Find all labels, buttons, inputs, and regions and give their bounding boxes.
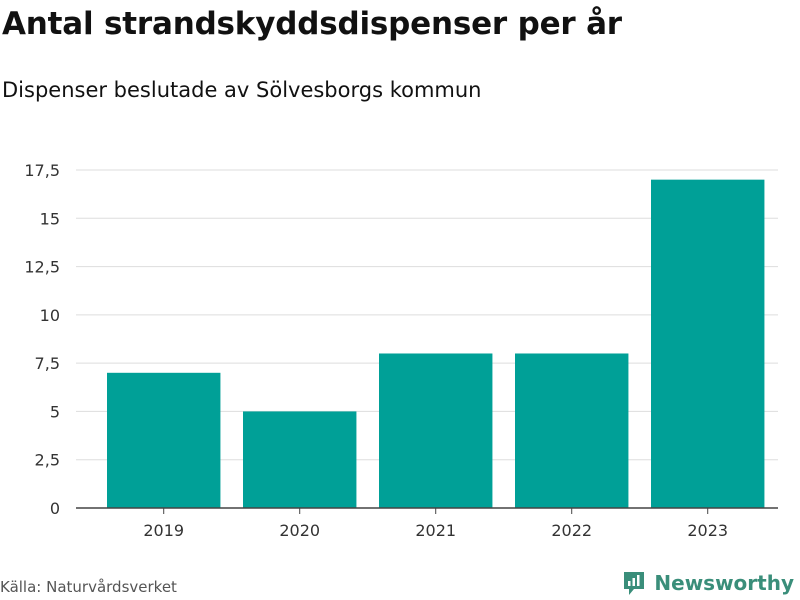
- y-tick-label: 12,5: [24, 258, 60, 277]
- bar-2020: [243, 411, 357, 508]
- x-tick-label: 2023: [687, 521, 728, 540]
- y-tick-label: 15: [40, 209, 60, 228]
- x-tick-label: 2019: [143, 521, 184, 540]
- y-tick-label: 17,5: [24, 161, 60, 180]
- source-note: Källa: Naturvårdsverket: [0, 578, 177, 596]
- chart-title: Antal strandskyddsdispenser per år: [2, 6, 622, 42]
- y-tick-label: 0: [50, 499, 60, 518]
- y-tick-label: 2,5: [35, 451, 60, 470]
- x-tick-label: 2021: [415, 521, 456, 540]
- y-tick-label: 10: [40, 306, 60, 325]
- bar-2021: [379, 353, 493, 508]
- x-tick-label: 2020: [279, 521, 320, 540]
- chart-subtitle: Dispenser beslutade av Sölvesborgs kommu…: [2, 78, 482, 102]
- brand-name: Newsworthy: [654, 571, 794, 595]
- bar-2019: [107, 372, 221, 508]
- x-tick-label: 2022: [551, 521, 592, 540]
- newsworthy-logo-icon: [624, 572, 645, 595]
- y-tick-label: 5: [50, 402, 60, 421]
- brand-logo: Newsworthy: [622, 569, 794, 597]
- bar-2022: [515, 353, 629, 508]
- bar-2023: [651, 179, 765, 508]
- y-tick-label: 7,5: [35, 354, 60, 373]
